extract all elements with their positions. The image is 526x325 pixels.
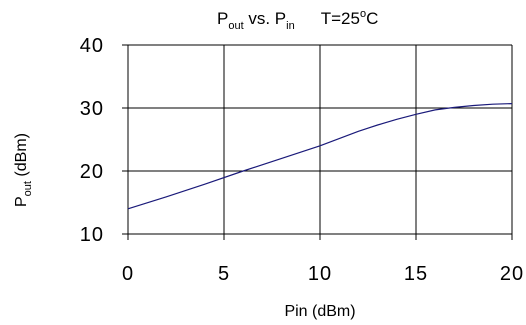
x-tick-label: 0	[122, 263, 134, 285]
x-tick-label: 20	[500, 263, 524, 285]
y-tick-label: 30	[80, 98, 104, 120]
y-tick-label: 20	[80, 161, 104, 183]
y-axis-label: Pout (dBm)	[13, 133, 34, 207]
x-tick-label: 5	[218, 263, 230, 285]
y-tick-labels: 10 20 30 40	[80, 35, 104, 246]
x-axis-label: Pin (dBm)	[284, 303, 355, 320]
chart-title: Pout vs. Pin T=25oC	[217, 8, 378, 32]
x-tick-label: 15	[404, 263, 428, 285]
y-tick-label: 10	[80, 224, 104, 246]
x-tick-labels: 0 5 10 15 20	[122, 263, 524, 285]
plot-grid	[122, 44, 513, 240]
series-group	[127, 103, 513, 210]
x-tick-label: 10	[308, 263, 332, 285]
y-tick-label: 40	[80, 35, 104, 57]
series-line	[127, 103, 513, 210]
